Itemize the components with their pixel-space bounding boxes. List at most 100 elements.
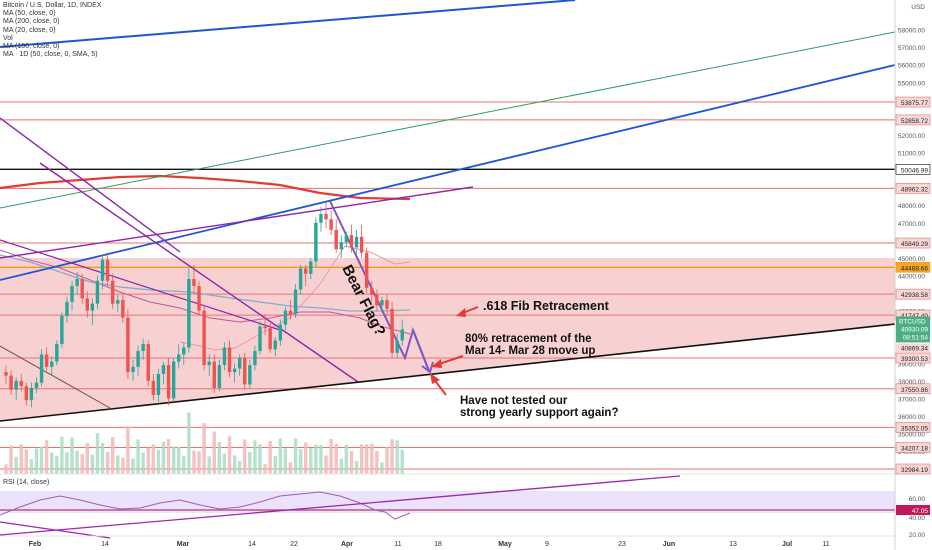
study-ma200[interactable]: MA (200, close, 0) — [3, 18, 60, 26]
volume-bar — [19, 444, 23, 474]
price-tick: 48000.00 — [898, 203, 925, 210]
candle-body — [34, 382, 39, 388]
volume-bar — [70, 437, 74, 474]
volume-bar — [146, 447, 150, 474]
ma-100-line — [0, 254, 411, 312]
volume-bar — [278, 438, 283, 474]
ma-tag — [896, 343, 930, 353]
candle-body — [14, 380, 18, 390]
time-tick: 13 — [729, 541, 737, 548]
volume-bar — [121, 457, 125, 474]
candle-body — [309, 261, 313, 274]
volume-bar — [110, 437, 115, 474]
chart-legend: Bitcoin / U.S. Dollar, 1D, INDEX MA (50,… — [3, 2, 101, 59]
candle-body — [370, 287, 374, 295]
price-tick: 37000.00 — [898, 396, 925, 403]
candle-body — [212, 361, 216, 388]
current-price: 40930.09 — [901, 326, 928, 333]
candle-body — [126, 317, 130, 373]
price-tick: 38000.00 — [898, 379, 925, 386]
price-tick: 52000.00 — [898, 133, 925, 140]
candle-body — [192, 279, 196, 287]
volume-bar — [349, 451, 354, 474]
candle-body — [197, 286, 201, 311]
rsi-tick: 60.00 — [909, 496, 926, 503]
candle-body — [75, 279, 79, 287]
volume-bar — [375, 451, 379, 474]
volume-bar — [258, 444, 262, 474]
candle-body — [243, 358, 247, 385]
volume-bar — [141, 452, 145, 474]
volume-bar — [34, 448, 39, 474]
study-vol[interactable]: Vol — [3, 34, 13, 42]
volume-bar — [339, 458, 343, 474]
candle-body — [39, 354, 44, 383]
candle-body — [380, 300, 384, 306]
study-ma20[interactable]: MA (20, close, 0) — [3, 26, 56, 34]
candle-body — [278, 324, 283, 341]
rsi-legend[interactable]: RSI (14, close) — [3, 479, 50, 486]
candle-body — [105, 259, 110, 281]
candle-body — [95, 280, 100, 304]
candle-body — [156, 373, 161, 395]
ma-value: 40869.34 — [901, 345, 928, 352]
volume-bar — [202, 423, 206, 474]
candle-body — [131, 366, 135, 373]
volume-bar — [237, 461, 242, 474]
price-tick: 51000.00 — [898, 151, 925, 158]
volume-bar — [273, 455, 277, 474]
price-tick: 57000.00 — [898, 45, 925, 52]
green-trendline — [0, 31, 896, 209]
purple-upper-trendline — [0, 186, 474, 259]
candle-body — [395, 340, 399, 353]
volume-bar — [222, 453, 227, 474]
level-tag — [895, 114, 931, 126]
volume-bars — [4, 412, 404, 474]
volume-bar — [166, 439, 171, 474]
volume-bar — [268, 441, 272, 474]
study-ma-1d[interactable]: MA · 1D (50, close, 0, SMA, 5) — [3, 51, 98, 59]
volume-bar — [390, 439, 394, 474]
level-tag — [895, 422, 931, 433]
rsi-value-tag — [896, 505, 930, 515]
candle-body — [9, 375, 13, 390]
candle-body — [227, 347, 232, 373]
candle-body — [324, 214, 328, 220]
candle-body — [90, 303, 95, 311]
price-tick: 55000.00 — [898, 80, 925, 87]
volume-bar — [60, 436, 64, 474]
volume-bar — [131, 458, 135, 474]
volume-bar — [359, 444, 364, 474]
candle-body — [273, 340, 277, 350]
volume-bar — [24, 449, 29, 474]
candle-body — [141, 344, 145, 352]
volume-bar — [161, 441, 166, 474]
volume-bar — [14, 456, 18, 474]
level-label: 48962.32 — [901, 186, 928, 193]
candle-body — [187, 279, 191, 348]
time-tick: 23 — [618, 541, 626, 548]
candle-body — [314, 222, 318, 262]
candle-body — [70, 286, 74, 302]
time-tick: May — [498, 541, 512, 548]
purple-descending-1 — [0, 117, 181, 253]
volume-bar — [288, 462, 293, 474]
blue-upper-trendline — [0, 0, 576, 48]
study-ma50[interactable]: MA (50, close, 0) — [3, 10, 56, 18]
volume-bar — [44, 440, 49, 474]
candle-body — [110, 280, 115, 304]
blue-mid-trendline — [0, 64, 896, 281]
level-label: 34207.18 — [901, 446, 928, 453]
time-tick: Jul — [782, 541, 792, 548]
time-tick: 14 — [248, 541, 256, 548]
purple-descending-3 — [0, 239, 281, 331]
price-tick: 45000.00 — [898, 256, 925, 263]
time-axis: Feb 14 Mar 14 22 Apr 11 18 May 9 23 Jun 13 Jul 11 — [29, 541, 830, 548]
price-tick: 35000.00 — [898, 432, 925, 439]
candle-body — [207, 361, 211, 366]
study-ma100[interactable]: MA (100, close, 0) — [3, 43, 60, 51]
volume-bar — [156, 450, 161, 474]
rsi-tick: 40.00 — [909, 515, 926, 522]
